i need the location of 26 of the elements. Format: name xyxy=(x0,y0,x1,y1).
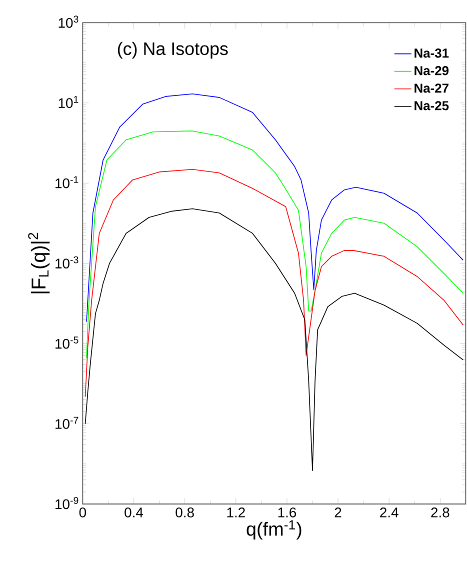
x-tick-label: 2.4 xyxy=(380,508,398,518)
y-tick-label: 10$^{-3}$ xyxy=(56,256,78,268)
legend-label: Na-29 xyxy=(414,66,449,76)
text: (c) Na Isotops xyxy=(118,42,228,59)
y-tick-label: 10$^{-5}$ xyxy=(56,336,78,349)
x-tick-label: 1.2 xyxy=(227,508,245,518)
y-tick-label: 10$^{3}$ xyxy=(58,16,78,28)
y-tick-label: 10$^{-9}$ xyxy=(56,496,78,510)
x-tick-label: 2.8 xyxy=(431,508,450,518)
legend-label: Na-25 xyxy=(414,101,449,110)
x-tick-label: 0.4 xyxy=(124,508,144,518)
y-axis-title: |F$_{L}$(q)|$^{2}$ xyxy=(28,232,50,294)
y-tick-label: 10$^{1}$ xyxy=(58,96,78,108)
x-tick-label: 0.8 xyxy=(176,508,194,518)
legend-label: Na-27 xyxy=(414,84,448,93)
x-tick-label: 0 xyxy=(79,508,86,518)
line-series xyxy=(86,130,464,359)
y-tick-label: 10$^{-1}$ xyxy=(56,176,78,188)
x-tick-label: 1.6 xyxy=(278,508,296,518)
legend-label: Na-31 xyxy=(414,48,449,58)
x-axis-title: q(fm$^{-1}$) xyxy=(246,520,302,540)
y-tick-label: 10$^{-7}$ xyxy=(56,416,78,429)
line-series xyxy=(84,169,464,398)
line-series xyxy=(84,208,464,472)
line-series xyxy=(86,93,464,322)
x-tick-label: 2 xyxy=(334,508,342,518)
